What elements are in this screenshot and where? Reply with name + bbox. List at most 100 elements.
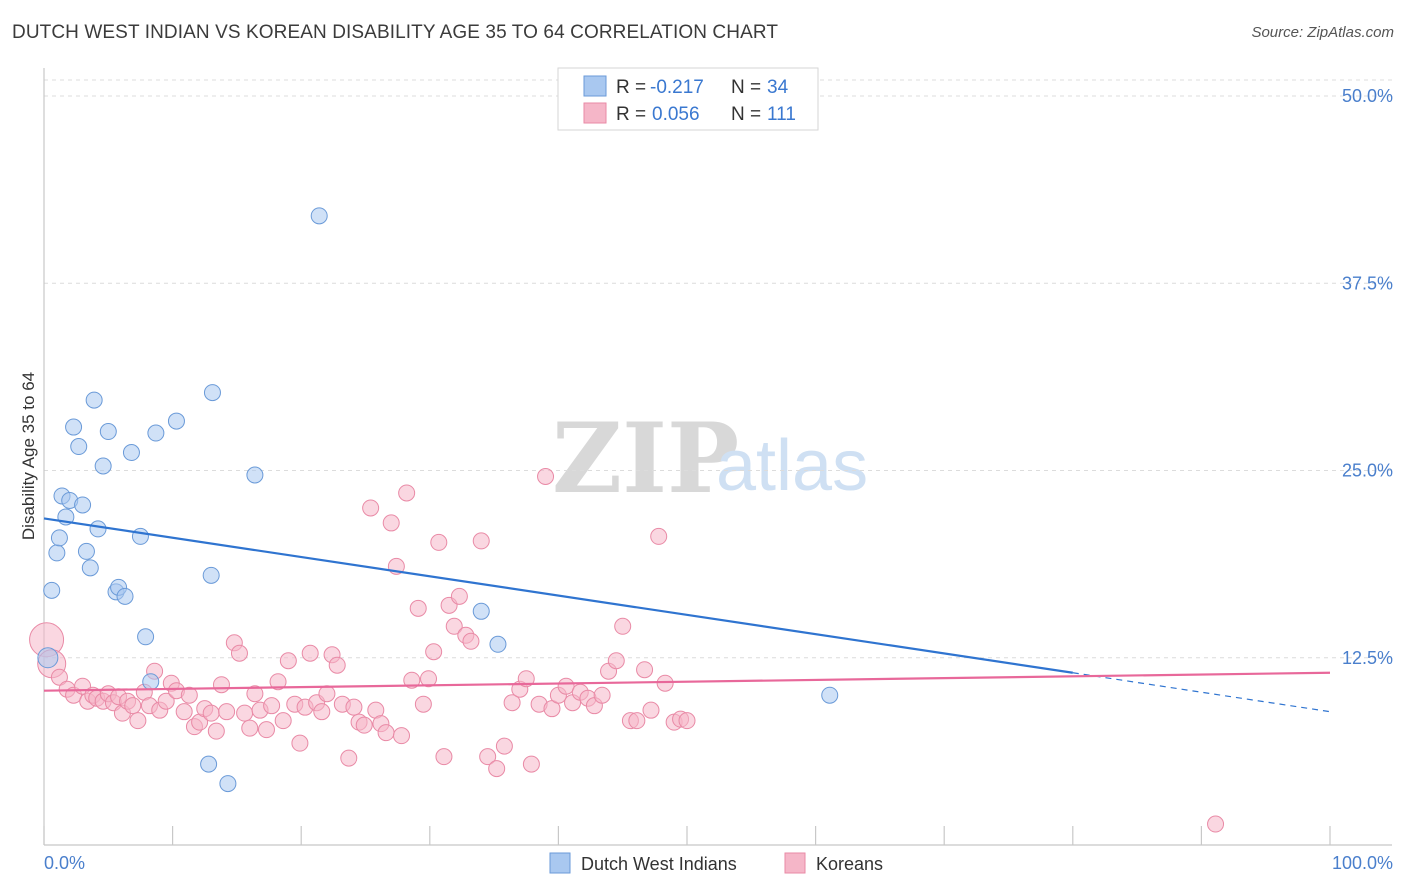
dutch-point (74, 496, 92, 514)
dutch-point (137, 628, 155, 646)
korean-point (301, 644, 319, 662)
korean-point (318, 685, 336, 703)
korean-point (472, 532, 490, 550)
korean-point (398, 484, 416, 502)
korean-point (678, 712, 696, 730)
dutch-point (116, 587, 134, 605)
korean-point (129, 712, 147, 730)
dutch-point (99, 423, 117, 441)
korean-point (450, 587, 468, 605)
legend-r-label: R = (616, 77, 646, 98)
legend-n-label: N = (731, 77, 761, 98)
y-tick-label: 50.0% (1342, 86, 1393, 106)
dutch-point (202, 566, 220, 584)
korean-point (218, 703, 236, 721)
legend-n-value: 34 (767, 77, 789, 98)
korean-point (522, 755, 540, 773)
korean-point (157, 692, 175, 710)
korean-point (180, 686, 198, 704)
korean-point (425, 643, 443, 661)
korean-point (656, 674, 674, 692)
korean-point (1207, 815, 1225, 833)
dutch-point (200, 755, 218, 773)
bottom-legend-swatch-korean (784, 852, 806, 874)
korean-point (207, 722, 225, 740)
dutch-point (472, 602, 490, 620)
korean-point (409, 599, 427, 617)
korean-point (488, 760, 506, 778)
dutch-point (142, 673, 160, 691)
dutch-trend-extension (1072, 672, 1331, 713)
legend: R = -0.217 N = 34 R = 0.056 N = 111 (557, 67, 819, 131)
korean-point (50, 668, 68, 686)
dutch-point (77, 542, 95, 560)
korean-point (557, 677, 575, 695)
korean-point (377, 724, 395, 742)
korean-point (503, 694, 521, 712)
gridlines (44, 79, 1392, 659)
dutch-point (147, 424, 165, 442)
korean-point (628, 712, 646, 730)
legend-r-value: -0.217 (650, 77, 704, 98)
dutch-point (37, 647, 59, 669)
korean-point (435, 748, 453, 766)
dutch-point (81, 559, 99, 577)
bottom-legend-swatch-dutch (549, 852, 571, 874)
dutch-point (48, 544, 66, 562)
bottom-legend-label-korean: Koreans (816, 854, 883, 874)
korean-point (362, 499, 380, 517)
korean-point (202, 704, 220, 722)
korean-point (382, 514, 400, 532)
korean-point (257, 721, 275, 739)
data-points (29, 207, 1225, 833)
korean-point (269, 673, 287, 691)
dutch-point (89, 520, 107, 538)
chart-title: DUTCH WEST INDIAN VS KOREAN DISABILITY A… (12, 22, 779, 43)
korean-point (517, 670, 535, 688)
dutch-point (94, 457, 112, 475)
legend-r-label: R = (616, 104, 646, 125)
korean-point (430, 533, 448, 551)
korean-point (642, 701, 660, 719)
korean-point (279, 652, 297, 670)
korean-point (462, 632, 480, 650)
dutch-point (167, 412, 185, 430)
dutch-point (219, 775, 237, 793)
korean-trend-line (43, 671, 1331, 692)
korean-point (614, 617, 632, 635)
watermark-zip: ZIP (552, 402, 739, 515)
korean-point (593, 686, 611, 704)
trend-lines (43, 517, 1331, 713)
x-tick-label: 100.0% (1332, 853, 1393, 873)
korean-point (636, 661, 654, 679)
y-tick-label: 12.5% (1342, 648, 1393, 668)
dutch-point (43, 581, 61, 599)
legend-n-value: 111 (767, 104, 796, 125)
watermark-atlas: atlas (716, 426, 868, 506)
korean-point (420, 670, 438, 688)
tick-labels: 12.5% 25.0% 37.5% 50.0% 0.0% 100.0% (44, 86, 1393, 873)
legend-n-label: N = (731, 104, 761, 125)
bottom-legend-label-dutch: Dutch West Indians (581, 854, 737, 874)
dutch-point (821, 686, 839, 704)
korean-point (445, 617, 463, 635)
dutch-point (246, 466, 264, 484)
korean-point (479, 748, 497, 766)
korean-point (274, 712, 292, 730)
y-tick-label: 37.5% (1342, 273, 1393, 293)
dutch-point (122, 444, 140, 462)
dutch-point (489, 635, 507, 653)
korean-point (246, 685, 264, 703)
dutch-point (65, 418, 83, 436)
korean-point (230, 644, 248, 662)
y-tick-label: 25.0% (1342, 461, 1393, 481)
axes (43, 68, 1392, 846)
dutch-point (70, 438, 88, 456)
korean-point (607, 652, 625, 670)
korean-point (495, 737, 513, 755)
korean-point (313, 703, 331, 721)
korean-point (414, 695, 432, 713)
korean-point (403, 671, 421, 689)
y-axis-title: Disability Age 35 to 64 (19, 372, 38, 540)
